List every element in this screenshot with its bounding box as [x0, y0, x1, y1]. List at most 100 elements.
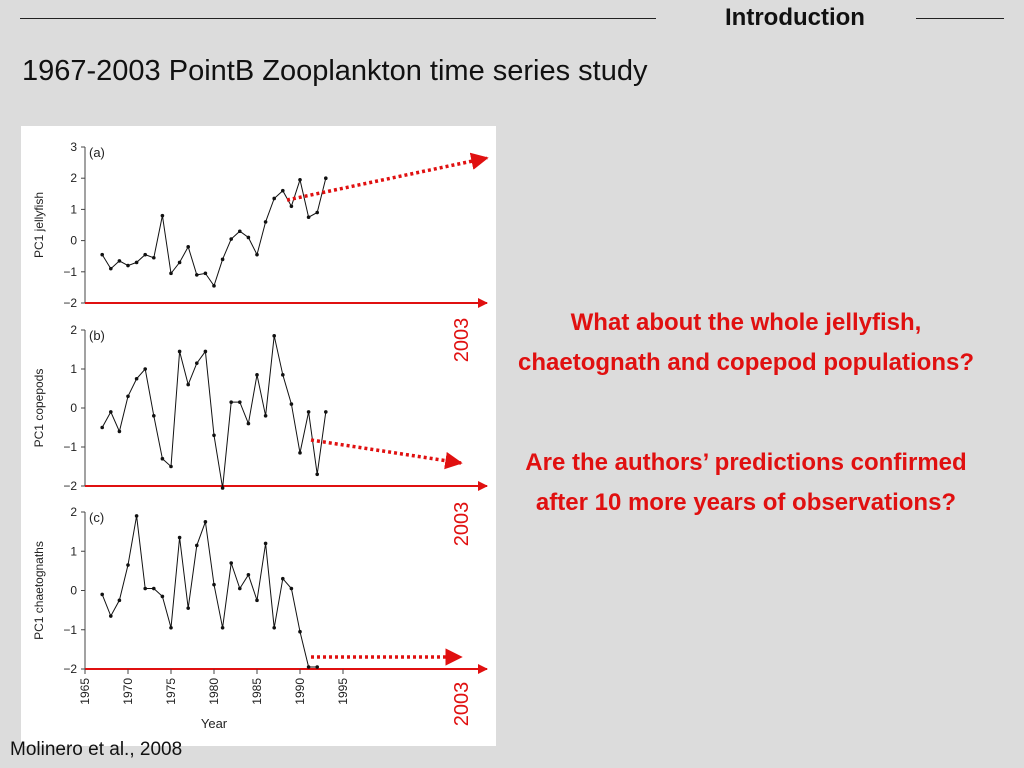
header-rule-right [916, 18, 1004, 19]
data-point-0-11 [195, 273, 199, 277]
y-tick-label-2-1: 1 [70, 544, 77, 558]
data-point-1-21 [281, 373, 285, 377]
x-axis-label: Year [201, 716, 228, 731]
data-point-1-3 [126, 394, 130, 399]
y-tick-label-0-3: 0 [70, 234, 77, 248]
data-point-0-20 [272, 196, 276, 201]
annotation-label-1: 2003 [451, 502, 473, 547]
data-point-2-23 [298, 629, 302, 634]
data-point-0-6 [152, 255, 156, 260]
data-point-0-9 [177, 260, 182, 265]
y-tick-label-0-5: −2 [63, 296, 77, 310]
x-tick-label-2: 1975 [164, 678, 178, 705]
data-point-0-3 [126, 263, 130, 268]
data-point-2-13 [212, 582, 216, 587]
data-point-2-4 [134, 514, 139, 518]
data-point-1-16 [238, 400, 242, 404]
data-point-1-9 [177, 349, 182, 354]
data-point-2-3 [126, 563, 130, 567]
y-axis-label-1: PC1 copepods [32, 369, 46, 448]
y-axis-label-2: PC1 chaetognaths [32, 541, 46, 640]
data-point-0-15 [229, 237, 233, 241]
y-tick-label-0-1: 2 [70, 171, 77, 185]
data-point-1-24 [306, 410, 311, 414]
data-point-0-21 [281, 188, 285, 193]
series-line-0 [101, 177, 327, 287]
y-tick-label-1-1: 1 [70, 362, 77, 376]
data-point-1-12 [203, 349, 208, 354]
data-point-0-5 [143, 252, 147, 257]
annotation-label-2: 2003 [451, 682, 473, 727]
question-predictions: Are the authors’ predictions confirmed a… [525, 449, 967, 516]
data-point-1-10 [186, 382, 190, 387]
data-point-2-9 [177, 535, 182, 540]
data-point-0-26 [324, 176, 328, 180]
y-tick-label-0-4: −1 [63, 265, 77, 279]
y-tick-label-2-2: 0 [70, 584, 77, 598]
data-point-1-13 [212, 433, 216, 438]
trend-arrow-0 [286, 152, 489, 202]
data-point-0-19 [263, 220, 268, 224]
data-point-1-7 [160, 456, 165, 461]
data-point-0-10 [186, 245, 190, 249]
data-point-0-24 [306, 215, 311, 219]
y-tick-label-0-0: 3 [70, 140, 77, 154]
slide-title: 1967-2003 PointB Zooplankton time series… [22, 55, 648, 87]
citation: Molinero et al., 2008 [10, 739, 183, 760]
x-tick-label-1: 1970 [121, 678, 135, 705]
data-point-0-18 [255, 252, 259, 257]
data-point-2-16 [238, 586, 242, 591]
data-point-1-5 [143, 367, 147, 371]
data-point-1-2 [117, 429, 122, 434]
y-tick-label-2-4: −2 [63, 662, 77, 676]
data-point-2-11 [195, 543, 199, 548]
data-point-1-15 [229, 400, 233, 404]
data-point-2-25 [315, 665, 320, 669]
data-point-1-8 [169, 464, 173, 469]
data-point-0-2 [117, 259, 122, 263]
data-point-0-12 [203, 271, 208, 276]
data-point-2-14 [220, 625, 225, 630]
panel-label-0: (a) [89, 145, 105, 160]
x-tick-label-4: 1985 [250, 678, 264, 705]
y-tick-label-2-3: −1 [63, 623, 77, 637]
data-point-0-25 [315, 210, 320, 215]
data-point-0-8 [169, 271, 173, 276]
data-point-0-22 [289, 204, 294, 209]
y-tick-label-1-2: 0 [70, 401, 77, 415]
data-point-0-0 [100, 252, 104, 257]
data-point-2-15 [229, 561, 233, 565]
data-point-2-21 [281, 576, 285, 581]
data-point-2-17 [246, 573, 251, 577]
data-point-2-20 [272, 625, 276, 630]
data-point-2-7 [160, 594, 165, 599]
data-point-1-18 [255, 373, 259, 377]
data-point-1-6 [152, 414, 156, 418]
data-point-1-23 [298, 451, 302, 455]
y-tick-label-2-0: 2 [70, 505, 77, 519]
data-point-0-14 [220, 257, 225, 262]
series-line-1 [101, 335, 327, 488]
data-point-1-25 [315, 472, 320, 477]
data-point-1-14 [220, 486, 225, 490]
data-point-0-16 [238, 229, 242, 234]
data-point-1-26 [324, 410, 328, 414]
annotation-label-0: 2003 [451, 318, 473, 363]
data-point-1-11 [195, 361, 199, 365]
data-point-1-20 [272, 334, 276, 338]
data-point-1-17 [246, 421, 251, 426]
header-rule-left [20, 18, 656, 19]
section-title: Introduction [725, 4, 865, 31]
y-tick-label-1-4: −2 [63, 479, 77, 493]
data-point-0-7 [160, 213, 165, 218]
data-point-1-1 [109, 410, 113, 414]
data-point-2-22 [289, 586, 294, 591]
data-point-2-19 [263, 541, 268, 546]
y-tick-label-0-2: 1 [70, 202, 77, 216]
data-point-2-12 [203, 520, 208, 524]
data-point-2-0 [100, 592, 104, 597]
data-point-0-23 [298, 177, 302, 182]
question-populations: What about the whole jellyfish, chaetogn… [518, 309, 974, 376]
x-tick-label-0: 1965 [78, 678, 92, 705]
panel-label-1: (b) [89, 328, 105, 343]
